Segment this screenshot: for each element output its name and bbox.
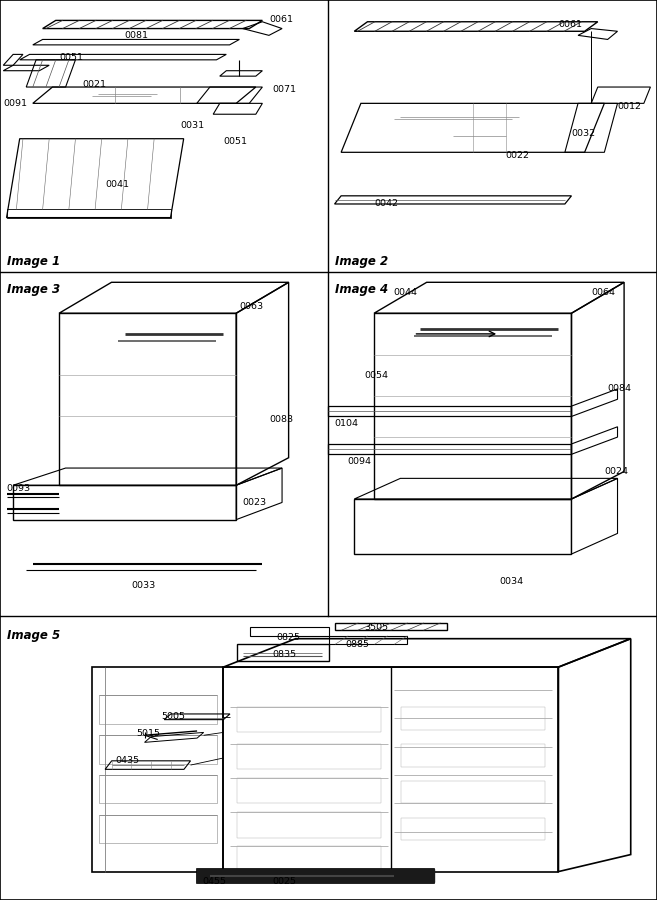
Text: 0071: 0071 <box>272 86 296 94</box>
Polygon shape <box>197 869 434 882</box>
Text: 0061: 0061 <box>269 14 293 23</box>
Text: 0051: 0051 <box>59 52 83 61</box>
Text: 0435: 0435 <box>115 756 139 765</box>
Text: 0054: 0054 <box>364 371 388 380</box>
Text: 0083: 0083 <box>269 416 293 425</box>
Text: 0093: 0093 <box>7 484 31 493</box>
Text: 0063: 0063 <box>239 302 263 310</box>
Text: 0033: 0033 <box>131 580 156 590</box>
Text: 0042: 0042 <box>374 200 398 209</box>
Text: 0064: 0064 <box>591 288 615 297</box>
Text: 0024: 0024 <box>604 467 628 476</box>
Text: 0012: 0012 <box>618 102 641 111</box>
Text: 0825: 0825 <box>276 633 300 642</box>
Text: 0041: 0041 <box>105 180 129 189</box>
Text: 0025: 0025 <box>273 877 297 886</box>
Text: Image 3: Image 3 <box>7 283 60 296</box>
Text: 0885: 0885 <box>345 640 369 649</box>
Text: 0023: 0023 <box>242 498 267 507</box>
Text: 0091: 0091 <box>3 99 28 108</box>
Text: 5015: 5015 <box>137 729 161 738</box>
Text: 0044: 0044 <box>394 288 418 297</box>
Text: 0104: 0104 <box>334 418 359 427</box>
Text: 0061: 0061 <box>558 20 582 29</box>
Text: 0051: 0051 <box>223 137 247 146</box>
Text: 0022: 0022 <box>506 150 530 159</box>
Text: Image 4: Image 4 <box>334 283 388 296</box>
Text: Image 1: Image 1 <box>7 255 60 267</box>
Text: 0021: 0021 <box>82 80 106 89</box>
Text: 0835: 0835 <box>273 650 297 659</box>
Text: 5005: 5005 <box>161 712 185 721</box>
Text: 0081: 0081 <box>125 31 148 40</box>
Text: Image 5: Image 5 <box>7 629 60 643</box>
Text: 0455: 0455 <box>202 877 227 886</box>
Text: 0084: 0084 <box>608 384 631 393</box>
Text: 3505: 3505 <box>365 623 389 632</box>
Text: 0032: 0032 <box>572 129 596 138</box>
Text: 0034: 0034 <box>499 577 523 586</box>
Text: 0031: 0031 <box>181 121 204 130</box>
Text: Image 2: Image 2 <box>334 255 388 267</box>
Text: 0094: 0094 <box>348 456 372 465</box>
